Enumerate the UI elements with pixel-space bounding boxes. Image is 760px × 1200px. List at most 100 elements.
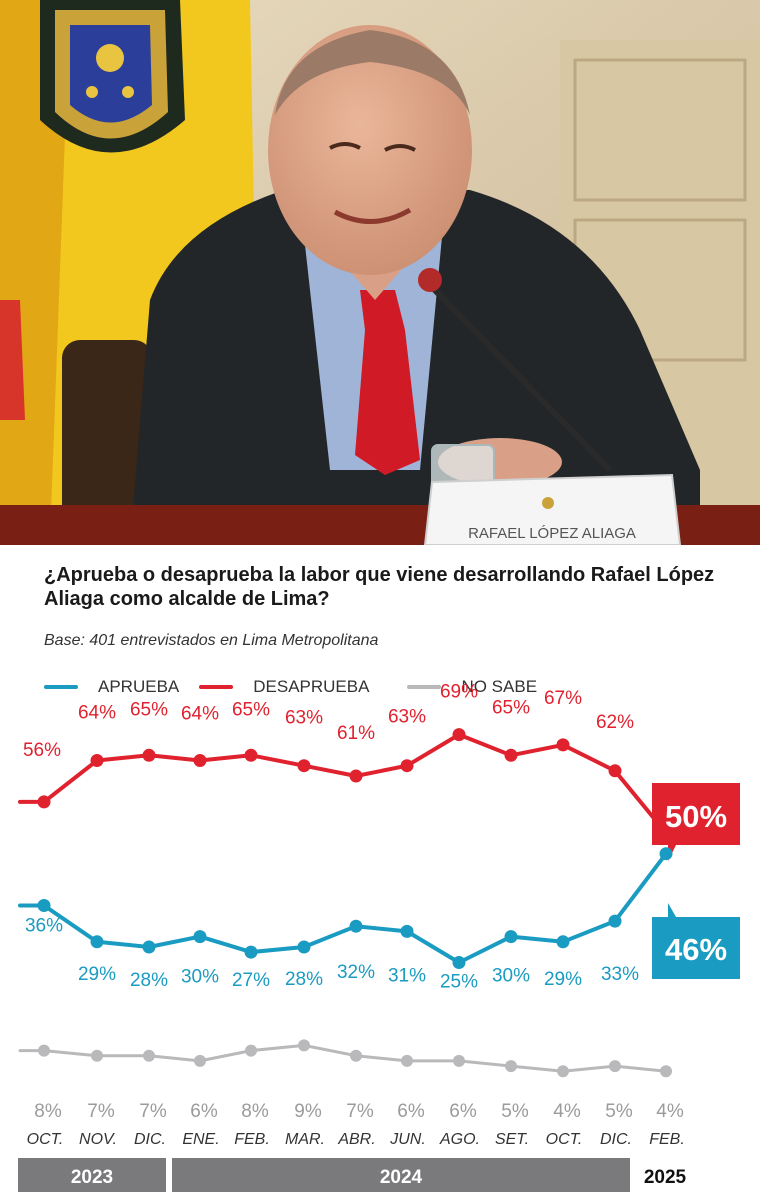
x-tick-label: DIC. [134, 1131, 166, 1148]
x-tick-label: FEB. [234, 1131, 270, 1148]
data-point-desaprueba [349, 769, 363, 783]
data-point-aprueba [297, 940, 311, 954]
data-point-no_sabe [143, 1049, 155, 1062]
eye-right [384, 144, 416, 152]
data-point-no_sabe [38, 1044, 50, 1057]
data-point-aprueba [556, 935, 570, 949]
chair [62, 340, 152, 540]
mayor-photo-illustration: RAFAEL LÓPEZ ALIAGA [0, 0, 760, 545]
data-point-desaprueba [556, 738, 570, 752]
data-point-aprueba [349, 919, 363, 933]
year-label-2024: 2024 [380, 1167, 423, 1188]
year-label-2025: 2025 [644, 1167, 687, 1188]
data-point-aprueba [244, 945, 258, 959]
data-label-desaprueba: 62% [596, 712, 634, 733]
data-point-desaprueba [142, 748, 156, 762]
legend-item-no-sabe: NO SABE [389, 677, 537, 697]
data-point-no_sabe [350, 1049, 362, 1062]
flag-red-stripe [0, 300, 25, 420]
data-label-aprueba: 28% [285, 969, 323, 990]
data-point-aprueba [659, 847, 673, 861]
chart-title: ¿Aprueba o desaprueba la labor que viene… [44, 564, 715, 610]
data-point-aprueba [142, 940, 156, 954]
data-point-aprueba [193, 930, 207, 944]
wall-panel-frame [573, 58, 747, 202]
data-label-desaprueba: 63% [388, 707, 426, 728]
data-label-aprueba: 29% [544, 969, 582, 990]
legend-label-no-sabe: NO SABE [461, 677, 538, 696]
legend-swatch-no-sabe [407, 685, 442, 689]
data-label-aprueba: 31% [388, 965, 426, 986]
data-point-desaprueba [400, 759, 414, 773]
data-point-no_sabe [453, 1054, 465, 1067]
x-tick-label: DIC. [600, 1131, 632, 1148]
data-label-aprueba: 27% [232, 970, 270, 991]
data-label-no-sabe: 6% [190, 1101, 218, 1122]
data-point-desaprueba [504, 748, 518, 762]
data-point-desaprueba [244, 748, 258, 762]
data-point-no_sabe [660, 1065, 672, 1078]
x-tick-label: OCT. [27, 1131, 64, 1148]
data-label-desaprueba: 64% [78, 703, 116, 724]
callout-pointer-aprueba [668, 903, 676, 917]
data-label-aprueba: 32% [337, 962, 375, 983]
data-label-aprueba: 30% [181, 967, 219, 988]
data-point-aprueba [504, 930, 518, 944]
microphone-stand [427, 282, 613, 473]
data-label-aprueba: 33% [601, 964, 639, 985]
data-point-aprueba [90, 935, 104, 949]
data-label-desaprueba: 65% [232, 699, 270, 720]
legend-item-desaprueba: DESAPRUEBA [199, 677, 369, 697]
series-line-no_sabe [18, 1043, 668, 1073]
data-point-desaprueba [90, 754, 104, 767]
data-point-no_sabe [91, 1049, 103, 1062]
data-point-aprueba [452, 956, 466, 969]
data-label-desaprueba: 64% [181, 704, 219, 725]
data-point-no_sabe [194, 1054, 206, 1067]
data-point-aprueba [400, 924, 414, 938]
x-tick-label: FEB. [649, 1131, 685, 1148]
data-label-desaprueba: 61% [337, 723, 375, 744]
data-label-desaprueba: 69% [440, 682, 478, 703]
year-bar-2023 [18, 1158, 166, 1192]
callout-label-aprueba: 46% [665, 932, 727, 967]
tie [355, 290, 420, 475]
data-label-no-sabe: 7% [139, 1101, 167, 1122]
data-label-no-sabe: 4% [553, 1101, 581, 1122]
data-label-aprueba: 25% [440, 972, 478, 993]
data-label-aprueba: 36% [25, 916, 63, 937]
x-tick-label: JUN. [389, 1131, 426, 1148]
callout-box-aprueba [652, 917, 740, 979]
data-point-desaprueba [297, 759, 311, 773]
data-label-desaprueba: 67% [544, 688, 582, 709]
head [268, 25, 472, 275]
series-line-aprueba [18, 851, 668, 965]
data-point-no_sabe [557, 1065, 569, 1078]
x-tick-label: OCT. [546, 1131, 583, 1148]
data-label-no-sabe: 8% [241, 1101, 269, 1122]
data-point-aprueba [608, 914, 622, 928]
hair [275, 30, 470, 115]
nameplate-emblem-icon [542, 497, 554, 509]
data-point-desaprueba [452, 728, 466, 742]
photo-mayor: RAFAEL LÓPEZ ALIAGA [0, 0, 760, 545]
data-label-no-sabe: 4% [656, 1101, 684, 1122]
line-chart: 56% 64% 65% 64% 65% 63% 61% 63% 69% 65% 67% 62% 50% 3… [18, 682, 740, 1192]
x-tick-label: NOV. [79, 1131, 117, 1148]
data-point-no_sabe [245, 1044, 257, 1057]
data-label-aprueba: 28% [130, 970, 168, 991]
data-label-no-sabe: 5% [501, 1101, 529, 1122]
data-point-desaprueba [37, 795, 51, 809]
year-label-2023: 2023 [71, 1167, 113, 1188]
eye-left [329, 142, 361, 150]
legend-item-aprueba: APRUEBA [44, 677, 179, 697]
data-label-desaprueba: 63% [285, 708, 323, 729]
data-point-no_sabe [609, 1060, 621, 1073]
smile [333, 207, 412, 224]
data-label-desaprueba: 56% [23, 740, 61, 761]
data-label-no-sabe: 5% [605, 1101, 633, 1122]
data-point-no_sabe [401, 1054, 413, 1067]
nameplate-text: RAFAEL LÓPEZ ALIAGA [468, 525, 636, 542]
data-label-aprueba: 29% [78, 964, 116, 985]
data-label-no-sabe: 6% [449, 1101, 477, 1122]
